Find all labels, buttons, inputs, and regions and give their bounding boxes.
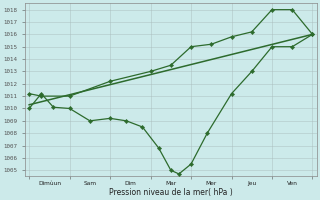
X-axis label: Pression niveau de la mer( hPa ): Pression niveau de la mer( hPa ) [109, 188, 233, 197]
